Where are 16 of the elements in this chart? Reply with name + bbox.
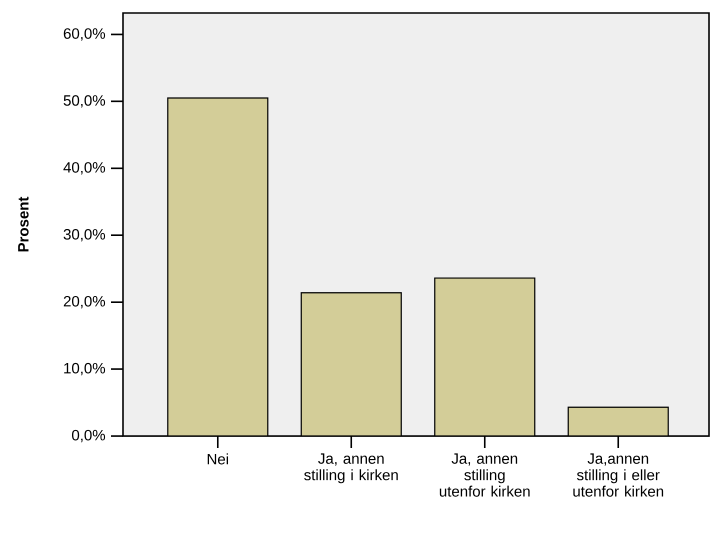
x-tick-label: Ja,annen stilling i eller utenfor kirken [573,453,664,497]
y-tick-label: 40,0% [63,162,106,174]
y-tick-label: 0,0% [72,430,106,442]
y-tick-label: 30,0% [64,229,106,242]
y-tick-label: 60,0% [64,28,106,41]
x-tick-label: Ja, annen stilling utenfor kirken [440,453,530,497]
bar [168,98,268,436]
y-tick-label: 50,0% [64,95,106,108]
y-tick-label: 20,0% [64,296,106,308]
bar [301,292,402,436]
x-tick-label: Ja, annen stilling i kirken [304,453,398,484]
y-tick-label: 10,0% [64,362,106,376]
bar [568,406,669,436]
x-tick-label: Nei [208,453,228,464]
bar [434,278,535,436]
y-axis-title: Prosent [18,196,29,252]
